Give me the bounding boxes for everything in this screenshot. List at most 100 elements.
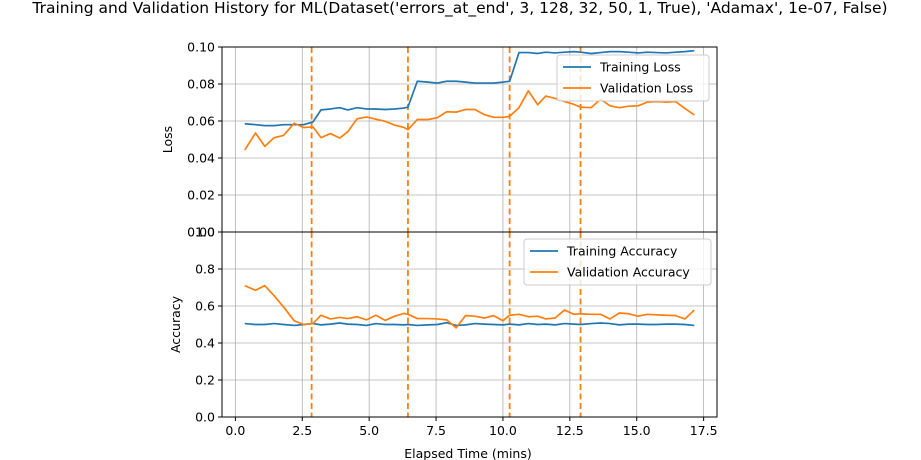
training-loss-point [375,108,377,110]
validation-accuracy-point [518,313,520,315]
validation-loss-point [329,133,331,135]
training-accuracy-point [384,324,386,326]
validation-loss-point [545,95,547,97]
validation-loss-point [493,116,495,118]
training-accuracy-point [647,324,649,326]
loss-y-tick-label: 0.06 [187,114,215,129]
validation-loss-point [554,98,556,100]
validation-loss-point [455,111,457,113]
validation-loss-point [407,129,409,131]
validation-loss-point [537,104,539,106]
training-accuracy-point [564,323,566,325]
accuracy-subplot: 0.0 0.2 0.4 0.6 0.8 1.0 Accuracy Training Accur… [168,225,718,425]
training-accuracy-point [618,324,620,326]
accuracy-y-tick-label: 0.8 [195,262,215,277]
validation-accuracy-point [493,315,495,317]
training-accuracy-point [273,323,275,325]
validation-loss-point [684,108,686,110]
training-loss-point [339,107,341,109]
training-accuracy-point [283,324,285,326]
training-accuracy-point [656,324,658,326]
training-loss-point [527,52,529,54]
training-loss-point [684,51,686,53]
validation-loss-point [628,105,630,107]
x-tick-label: 15.0 [623,423,651,438]
training-accuracy-legend-label: Training Accuracy [566,244,678,259]
training-loss-point [394,108,396,110]
validation-accuracy-point [675,315,677,317]
training-loss-point [693,50,695,52]
training-accuracy-point [394,324,396,326]
validation-accuracy-point [573,313,575,315]
training-accuracy-point [366,325,368,327]
loss-subplot: 0.00 0.02 0.04 0.06 0.08 0.10 Loss Training Los… [160,40,718,240]
x-tick-label: 7.5 [426,423,446,438]
validation-accuracy-legend-label: Validation Accuracy [567,265,690,280]
training-loss-point [590,53,592,55]
training-accuracy-point [590,323,592,325]
training-accuracy-point [483,323,485,325]
figure-title: Training and Validation History for ML(D… [31,0,887,18]
validation-accuracy-point [618,312,620,314]
validation-loss-point [320,137,322,139]
training-loss-point [554,52,556,54]
validation-accuracy-point [255,289,257,291]
training-loss-point [618,51,620,53]
training-accuracy-point [427,324,429,326]
training-loss-point [255,124,257,126]
training-loss-point [416,80,418,82]
validation-loss-legend-label: Validation Loss [600,81,693,96]
validation-accuracy-point [564,309,566,311]
validation-loss-point [474,109,476,111]
validation-loss-point [483,114,485,116]
accuracy-y-tick-label: 1.0 [195,225,215,240]
validation-loss-point [312,126,314,128]
training-accuracy-point [637,323,639,325]
validation-accuracy-point [509,314,511,316]
x-tick-label: 10.0 [489,423,517,438]
training-loss-point [427,81,429,83]
validation-loss-point [283,135,285,137]
validation-loss-line [244,89,695,151]
validation-accuracy-point [527,316,529,318]
loss-y-tick-label: 0.10 [187,40,215,55]
validation-accuracy-point [455,327,457,329]
training-accuracy-point [684,324,686,326]
accuracy-legend: Training Accuracy Validation Accuracy [523,238,712,286]
training-accuracy-point [545,323,547,325]
training-accuracy-point [339,322,341,324]
loss-y-tick-label: 0.00 [187,225,215,240]
loss-y-tick-label: 0.08 [187,77,215,92]
training-accuracy-point [518,324,520,326]
validation-accuracy-point [545,318,547,320]
validation-accuracy-point [427,318,429,320]
loss-y-tick-label: 0.02 [187,188,215,203]
x-tick-label: 5.0 [359,423,379,438]
training-loss-point [637,52,639,54]
training-accuracy-point [665,323,667,325]
validation-accuracy-point [329,318,331,320]
validation-accuracy-point [483,317,485,319]
validation-loss-point [436,117,438,119]
training-loss-point [600,52,602,54]
training-accuracy-point [329,323,331,325]
training-accuracy-point [502,324,504,326]
validation-accuracy-point [446,319,448,321]
validation-loss-point [384,120,386,122]
validation-loss-point [527,90,529,92]
training-accuracy-point [628,323,630,325]
validation-accuracy-point [356,316,358,318]
loss-legend: Training Loss Validation Loss [556,54,710,102]
accuracy-y-tick-label: 0.6 [195,299,215,314]
validation-loss-point [609,105,611,107]
training-loss-point [465,81,467,83]
validation-accuracy-line [244,284,695,329]
training-loss-point [483,82,485,84]
training-loss-point [244,123,246,125]
training-loss-point [609,51,611,53]
validation-loss-point [264,145,266,147]
validation-loss-point [375,118,377,120]
training-accuracy-point [573,323,575,325]
training-loss-point [264,125,266,127]
